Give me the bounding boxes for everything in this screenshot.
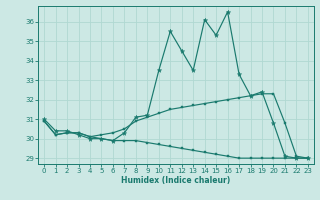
X-axis label: Humidex (Indice chaleur): Humidex (Indice chaleur) [121, 176, 231, 185]
